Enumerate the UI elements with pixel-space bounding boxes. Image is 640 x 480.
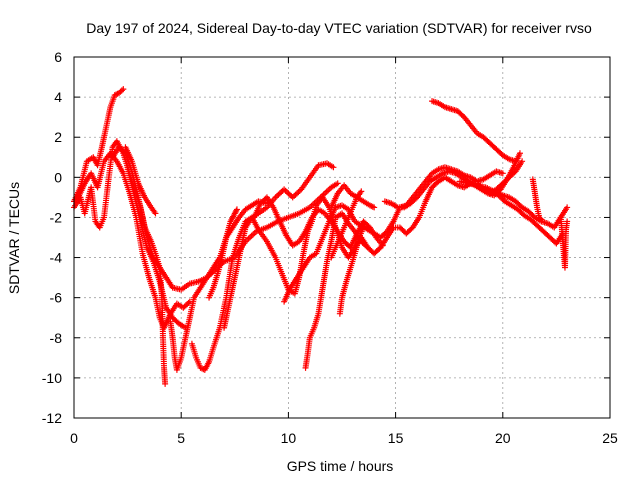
x-tick-label: 10 bbox=[281, 430, 297, 446]
data-point bbox=[120, 86, 127, 93]
data-point bbox=[364, 244, 371, 251]
data-point bbox=[379, 242, 386, 249]
series-track-1 bbox=[71, 86, 127, 205]
y-tick-label: -8 bbox=[50, 330, 63, 346]
plot-frame bbox=[73, 56, 611, 419]
y-tick-label: 0 bbox=[54, 169, 62, 185]
data-marks bbox=[71, 86, 571, 387]
data-point bbox=[363, 243, 370, 250]
y-tick-label: -6 bbox=[50, 290, 63, 306]
x-tick-label: 25 bbox=[602, 430, 618, 446]
data-point bbox=[519, 158, 526, 165]
data-point bbox=[512, 158, 519, 165]
data-point bbox=[152, 210, 159, 217]
series-track-14 bbox=[328, 188, 365, 261]
series-track-16 bbox=[336, 224, 367, 317]
data-point bbox=[233, 207, 240, 214]
y-tick-label: 2 bbox=[54, 129, 62, 145]
series-track-6 bbox=[124, 164, 341, 293]
data-point bbox=[334, 180, 341, 187]
series-track-5 bbox=[122, 144, 159, 217]
x-tick-label: 0 bbox=[70, 430, 78, 446]
y-tick-label: 4 bbox=[54, 89, 62, 105]
data-point bbox=[537, 215, 544, 222]
grid-lines bbox=[74, 57, 610, 418]
data-point bbox=[185, 299, 192, 306]
x-tick-label: 15 bbox=[388, 430, 404, 446]
series-track-7 bbox=[188, 160, 337, 373]
series-track-22 bbox=[557, 214, 571, 271]
series-track-10 bbox=[221, 158, 526, 331]
data-point bbox=[564, 218, 571, 225]
series-track-15 bbox=[328, 182, 378, 211]
series-track-12 bbox=[302, 210, 371, 371]
data-point bbox=[371, 204, 378, 211]
y-tick-label: 6 bbox=[54, 49, 62, 65]
axis-ticks bbox=[73, 56, 611, 419]
y-tick-label: -10 bbox=[42, 370, 62, 386]
y-tick-label: -12 bbox=[42, 410, 62, 426]
series-track-13 bbox=[251, 194, 386, 251]
y-tick-label: -4 bbox=[50, 250, 63, 266]
data-point bbox=[360, 224, 367, 231]
data-point bbox=[564, 204, 571, 211]
data-point bbox=[330, 164, 337, 171]
chart-title: Day 197 of 2024, Sidereal Day-to-day VTE… bbox=[86, 20, 592, 36]
series-track-21 bbox=[529, 176, 545, 223]
series-track-9 bbox=[206, 206, 240, 301]
y-axis-label: SDTVAR / TECUs bbox=[6, 182, 22, 294]
y-tick-label: -2 bbox=[50, 209, 63, 225]
x-tick-label: 5 bbox=[177, 430, 185, 446]
tick-labels: 0 5 10 15 20 25 -12 -10 -8 -6 -4 -2 0 2 4 6 bbox=[42, 49, 618, 446]
data-point bbox=[499, 170, 506, 177]
data-point bbox=[538, 216, 545, 223]
series-track-20 bbox=[489, 188, 566, 247]
data-point bbox=[162, 380, 169, 387]
series-track-18 bbox=[429, 98, 519, 165]
series-track-8 bbox=[167, 198, 270, 373]
data-point bbox=[358, 188, 365, 195]
x-tick-label: 20 bbox=[495, 430, 511, 446]
data-point bbox=[233, 206, 240, 213]
data-point bbox=[516, 150, 523, 157]
x-axis-label: GPS time / hours bbox=[287, 458, 394, 474]
